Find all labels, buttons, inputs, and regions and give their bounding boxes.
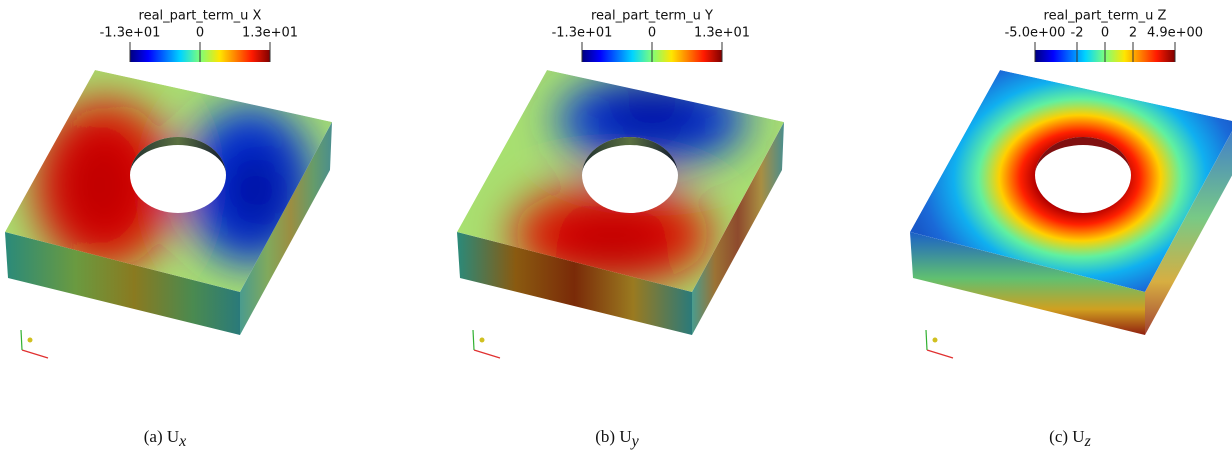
hole: [1035, 137, 1131, 213]
caption: (c) Uz: [1049, 427, 1091, 450]
slab-right-side: [240, 122, 332, 335]
caption-symbol: U: [1072, 427, 1084, 446]
slab-left-side: [457, 232, 692, 335]
caption-symbol: U: [167, 427, 179, 446]
colorbar-tick-label: 0: [196, 26, 204, 41]
caption: (a) Ux: [144, 427, 187, 450]
field-lobe: [220, 140, 290, 240]
caption-label: (a): [144, 427, 163, 446]
slab-left-side: [5, 232, 240, 335]
axis-z: [479, 337, 485, 343]
colorbar-tick-label: -2: [1071, 26, 1084, 41]
colorbar-tick-label: 0: [1101, 26, 1109, 41]
hole: [130, 137, 226, 213]
caption-subscript: z: [1084, 433, 1092, 450]
axis-x: [926, 349, 954, 359]
caption-label: (b): [595, 427, 615, 446]
axis-z: [932, 337, 938, 343]
caption-label: (c): [1049, 427, 1068, 446]
axis-z: [27, 337, 33, 343]
colorbar-tick-label: 0: [648, 26, 656, 41]
caption: (b) Uy: [595, 427, 639, 450]
axis-y: [925, 329, 928, 351]
colorbar-tick-label: 1.3e+01: [694, 26, 750, 41]
caption-subscript: x: [178, 433, 186, 450]
colorbar-title: real_part_term_u X: [139, 9, 262, 24]
panel: real_part_term_u Y -1.3e+01 0 1.3e+01 (b) Uy: [457, 9, 784, 450]
axis-y: [472, 329, 475, 351]
colorbar-tick-label: 4.9e+00: [1147, 26, 1203, 41]
axis-y: [20, 329, 23, 351]
axis-x: [21, 349, 49, 359]
caption-subscript: y: [630, 433, 640, 450]
slab-left-side: [910, 232, 1145, 335]
hole-wall: [582, 137, 678, 175]
colorbar-tick-label: 1.3e+01: [242, 26, 298, 41]
field-lobe: [552, 212, 672, 268]
hole-wall: [130, 137, 226, 175]
hole-wall: [1035, 137, 1131, 175]
panel: real_part_term_u Z -5.0e+00 -2 0 2 4.9e+00 (c)…: [910, 9, 1232, 450]
field-lobe: [592, 87, 712, 143]
caption-symbol: U: [619, 427, 631, 446]
panel: real_part_term_u X -1.3e+01 0 1.3e+01 (a) Ux: [5, 9, 332, 450]
field-lobe: [60, 130, 140, 240]
colorbar-title: real_part_term_u Y: [591, 9, 713, 24]
colorbar-title: real_part_term_u Z: [1044, 9, 1167, 24]
colorbar-tick-label: -1.3e+01: [100, 26, 161, 41]
slab-top: [5, 70, 332, 292]
slab-right-side: [692, 122, 784, 335]
colorbar-tick-label: 2: [1129, 26, 1137, 41]
slab-right-side: [1145, 131, 1232, 335]
colorbar-tick-label: -5.0e+00: [1005, 26, 1066, 41]
hole: [582, 137, 678, 213]
axis-x: [473, 349, 501, 359]
colorbar-tick-label: -1.3e+01: [552, 26, 613, 41]
